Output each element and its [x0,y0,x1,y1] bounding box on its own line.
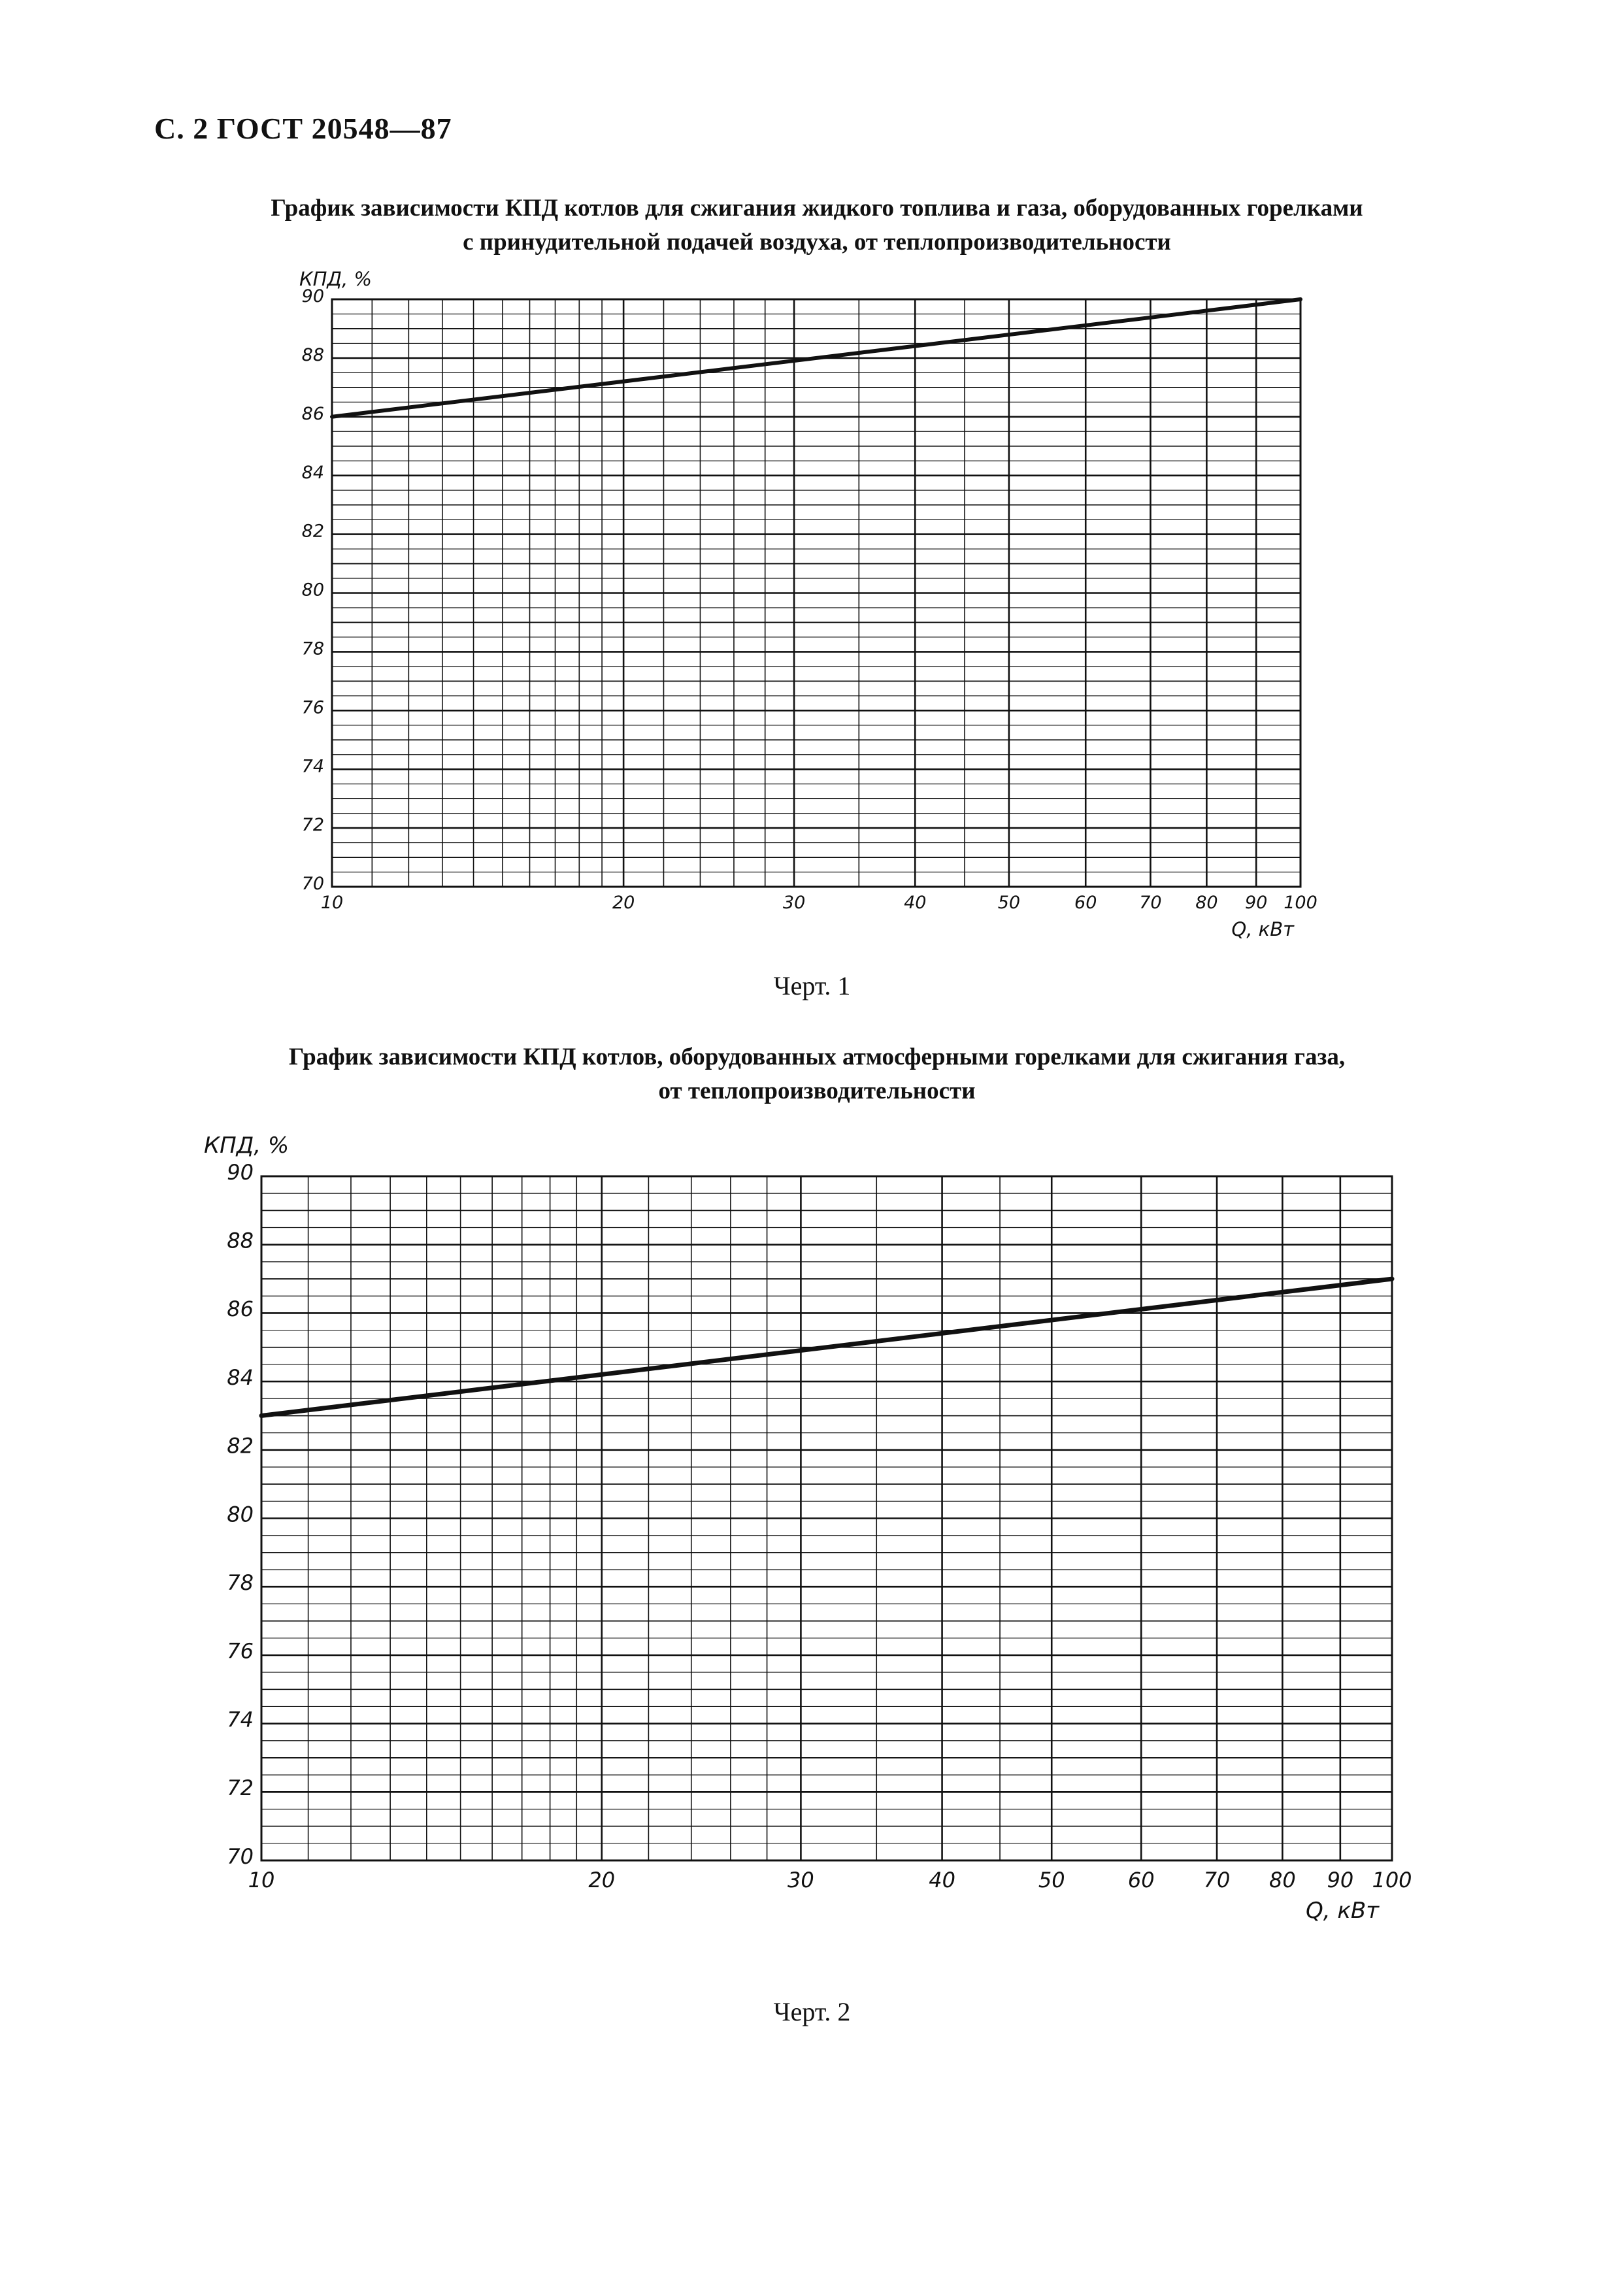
chart-2-plot-frame [260,1175,1393,1862]
chart-1-xtick-label: 40 [904,893,926,913]
chart-1-caption: Черт. 1 [773,971,851,1000]
chart-1-xlabel: Q, кВт [1231,918,1295,940]
chart-2-xtick-label: 20 [588,1868,615,1892]
chart-2-ytick-label: 86 [227,1296,254,1321]
chart-2-xtick-label: 30 [787,1868,814,1892]
chart-1-title-line-2: с принудительной подачей воздуха, от теп… [463,229,1171,256]
chart-2-caption: Черт. 2 [773,1997,851,2026]
chart-2-series-line [259,1276,1395,1418]
chart-1-ytick-label: 88 [302,345,324,365]
chart-2-xtick-label: 10 [248,1868,275,1892]
chart-1-xtick-label: 50 [998,893,1020,913]
chart-2-xtick-label: 100 [1372,1868,1412,1892]
chart-2-xtick-label: 40 [929,1868,955,1892]
chart-1-ytick-label: 78 [302,638,324,659]
chart-1-ylabel: КПД, % [299,268,372,290]
chart-1-xtick-label: 30 [783,893,805,913]
chart-2-xtick-label: 70 [1204,1868,1231,1892]
chart-1-ytick-label: 82 [302,521,324,542]
chart-2-ytick-label: 70 [227,1844,254,1869]
chart-1-xtick-label: 70 [1139,893,1161,913]
chart-1: 70 72 74 76 78 80 82 84 86 88 90 10 20 30 40 50 60 70 80 90… [299,268,1317,940]
chart-1-ytick-label: 80 [302,580,324,601]
chart-1-xtick-label: 100 [1284,893,1317,913]
chart-2-title-line-2: от теплопроизводительности [658,1078,976,1104]
chart-1-xtick-label: 80 [1195,893,1218,913]
chart-1-series-line [330,297,1302,419]
chart-2-xtick-label: 50 [1038,1868,1065,1892]
chart-1-xtick-label: 60 [1074,893,1097,913]
chart-1-ytick-label: 72 [302,815,324,835]
chart-2-xtick-label: 80 [1269,1868,1296,1892]
chart-2-ytick-label: 76 [227,1639,254,1664]
chart-1-title: График зависимости КПД котлов для сжиган… [170,191,1464,259]
chart-2-ytick-label: 72 [227,1775,254,1800]
chart-1-ytick-label: 90 [302,286,324,306]
chart-1-xtick-label: 20 [612,893,635,913]
chart-1-xtick-label: 10 [321,893,343,913]
chart-2-ytick-label: 84 [227,1365,254,1390]
chart-2-xlabel: Q, кВт [1306,1898,1380,1924]
chart-2-ytick-label: 74 [227,1707,254,1732]
chart-2: 70 72 74 76 78 80 82 84 86 88 90 10 20 30 40 50 60 70 80 90… [204,1132,1412,1924]
chart-2-xtick-label: 90 [1327,1868,1353,1892]
chart-1-title-line-1: График зависимости КПД котлов для сжиган… [271,195,1363,222]
chart-2-xtick-label: 60 [1128,1868,1155,1892]
chart-1-ytick-label: 70 [302,874,324,894]
chart-1-ytick-label: 76 [302,697,324,718]
chart-1-ytick-label: 86 [302,404,324,424]
chart-1-plot-frame [331,298,1302,888]
chart-2-ytick-label: 80 [227,1502,254,1527]
chart-2-ytick-label: 78 [227,1570,254,1595]
page-header: С. 2 ГОСТ 20548—87 [154,112,452,145]
chart-1-ytick-label: 74 [302,756,324,776]
chart-1-ytick-label: 84 [302,463,324,483]
chart-2-ytick-label: 82 [227,1434,254,1459]
chart-2-ylabel: КПД, % [204,1132,289,1159]
chart-1-xtick-label: 90 [1245,893,1267,913]
chart-2-title-line-1: График зависимости КПД котлов, оборудова… [288,1044,1346,1070]
chart-2-ytick-label: 88 [227,1229,254,1253]
chart-2-ytick-label: 90 [227,1160,254,1185]
chart-2-title: График зависимости КПД котлов, оборудова… [170,1040,1464,1108]
